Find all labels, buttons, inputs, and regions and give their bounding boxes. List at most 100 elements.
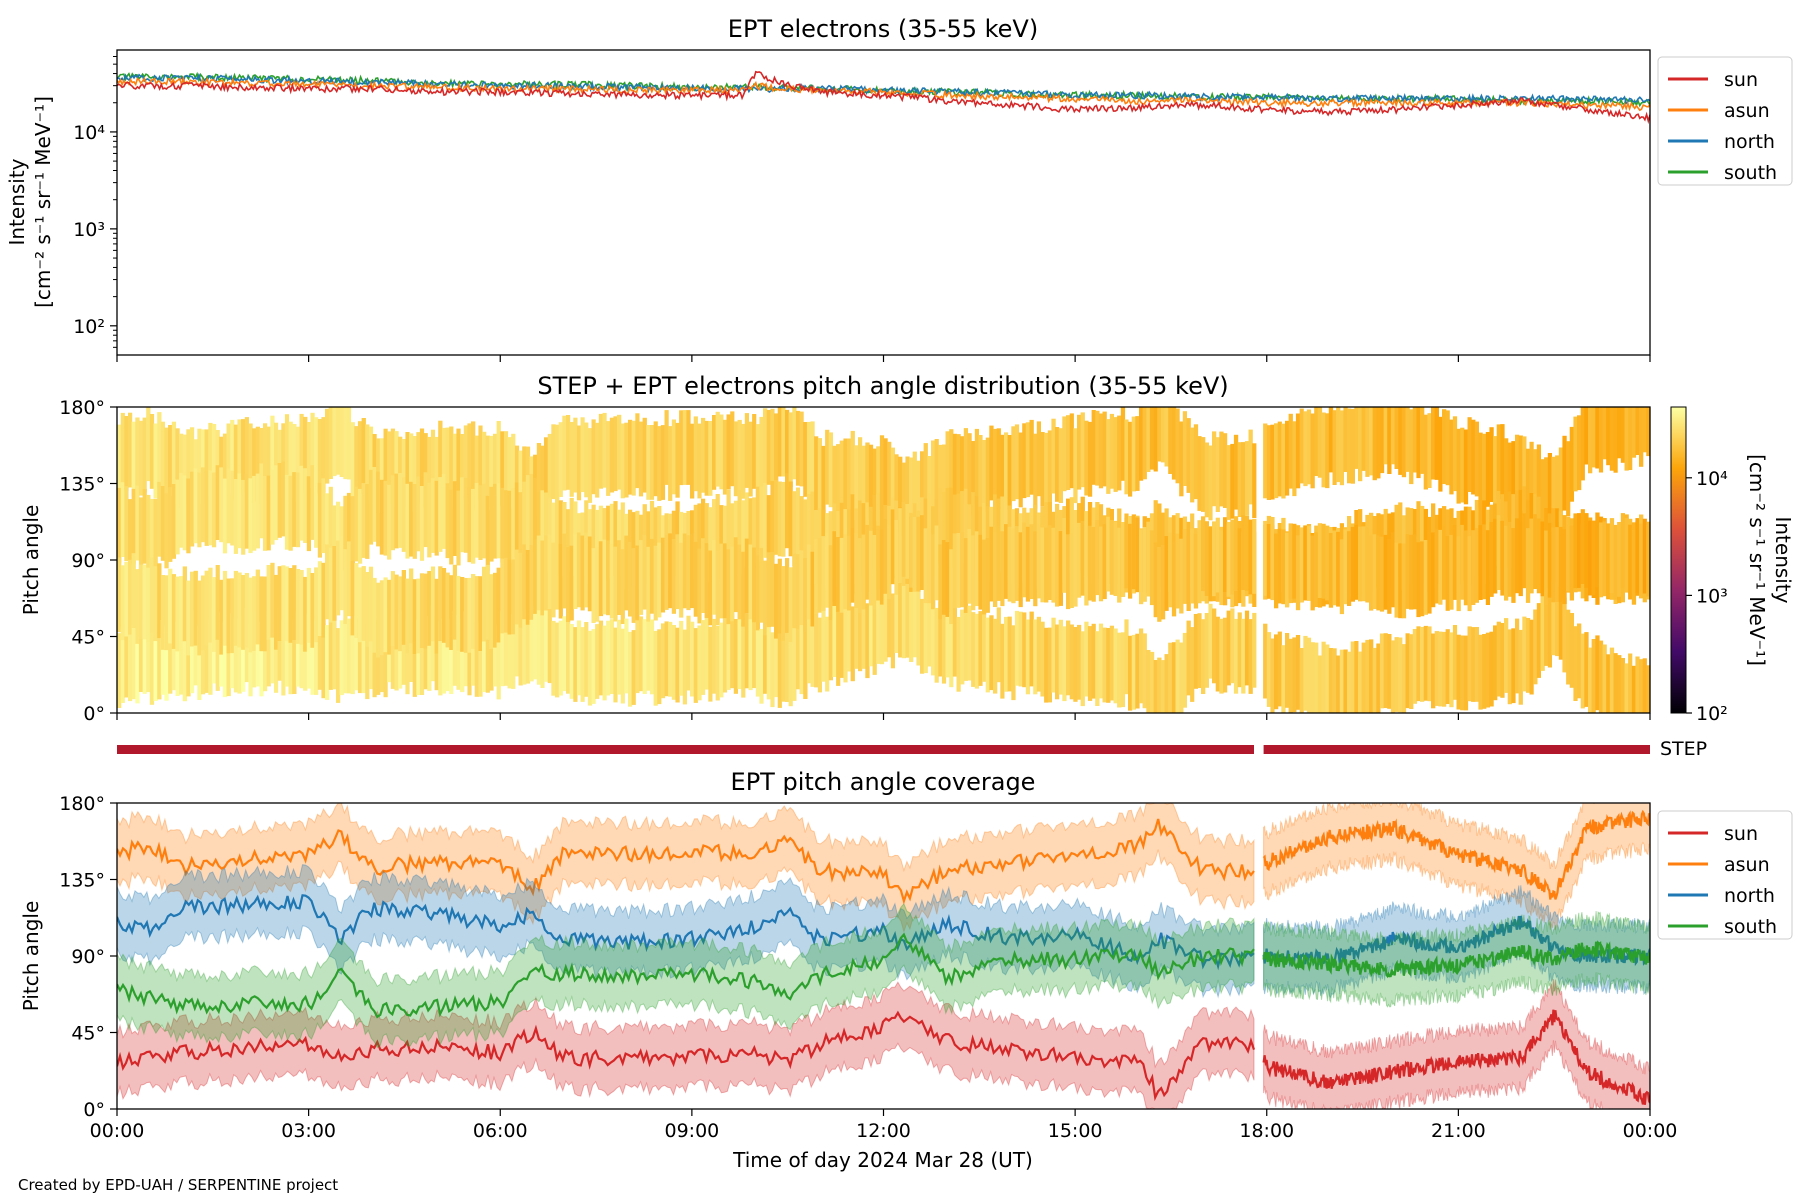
pad-cell-south [1142, 527, 1147, 602]
pad-cell-south [328, 547, 333, 623]
pad-cell-south [682, 533, 687, 609]
pad-cell-sun [1029, 611, 1034, 687]
pad-cell-south [230, 578, 235, 654]
pad-cell-south [120, 565, 125, 641]
pad-cell-asun [1215, 437, 1220, 512]
pad-cell-asun [595, 422, 600, 498]
pad-cell-asun [617, 414, 622, 490]
pad-cell-south [1036, 523, 1041, 599]
pad-cell-south [1007, 526, 1012, 602]
pad-cell-south [1179, 538, 1184, 614]
pad-cell-south [325, 544, 330, 620]
pad-cell-south [1372, 534, 1377, 609]
pad-cell-sun [1124, 619, 1129, 695]
pad-cell-sun [1456, 634, 1461, 710]
pad-cell-north [357, 488, 363, 564]
x-tick-label: 00:00 [90, 1120, 145, 1142]
pad-cell-sun [325, 625, 330, 700]
pad-cell-sun [503, 611, 509, 686]
pad-cell-south [1204, 521, 1209, 596]
pad-cell-sun [493, 611, 498, 687]
colorbar-label-line2: [cm⁻² s⁻¹ sr⁻¹ MeV⁻¹] [1745, 454, 1769, 666]
pad-cell-north [770, 481, 775, 556]
pad-cell-south [894, 520, 899, 595]
pad-cell-asun [128, 412, 133, 488]
pad-cell-north [474, 482, 479, 558]
pad-cell-asun [1303, 411, 1308, 487]
pad-cell-sun [1409, 634, 1414, 709]
pad-cell-north [971, 492, 976, 567]
pad-cell-asun [1452, 416, 1458, 492]
pad-cell-sun [1266, 632, 1272, 707]
legend-label-sun: sun [1724, 69, 1758, 91]
pad-cell-north [219, 467, 224, 543]
pad-cell-south [733, 537, 738, 613]
pad-cell-south [715, 550, 720, 626]
intensity-panel: EPT electrons (35-55 keV) 10² 10³ 10⁴ Inte… [5, 15, 1793, 362]
pad-cell-south [1445, 536, 1450, 611]
pad-cell-sun [566, 618, 571, 694]
pad-cell-asun [1409, 409, 1414, 485]
pad-cell-north [263, 476, 268, 551]
pad-cell-north [792, 491, 797, 566]
pad-cell-asun [810, 421, 815, 497]
pad-cell-asun [179, 433, 184, 509]
pad-cell-north [372, 467, 377, 542]
pad-cell-sun [1106, 628, 1111, 703]
pad-cell-sun [1274, 634, 1279, 710]
pad-cell-south [339, 535, 344, 611]
pad-cell-sun [1051, 617, 1056, 693]
pad-cell-asun [777, 407, 782, 477]
pad-cell-south [1551, 527, 1556, 603]
pad-cell-sun [339, 620, 344, 696]
pad-cell-asun [478, 425, 483, 501]
pad-cell-asun [584, 422, 589, 498]
pad-cell-asun [1358, 407, 1363, 482]
pad-cell-asun [124, 416, 129, 491]
pad-cell-sun [898, 582, 903, 658]
pad-cell-asun [361, 418, 366, 493]
pad-cell-sun [1463, 635, 1469, 711]
pad-cell-north [507, 490, 512, 566]
pad-cell-south [1628, 524, 1633, 600]
pad-cell-sun [854, 594, 859, 669]
pad-cell-south [967, 528, 972, 604]
pad-cell-asun [708, 421, 713, 496]
pad-cell-south [1646, 521, 1650, 597]
pad-cell-north [226, 468, 231, 544]
pad-cell-south [1482, 524, 1487, 600]
pad-cell-south [708, 550, 713, 626]
pad-cell-sun [171, 615, 176, 691]
pad-cell-sun [617, 619, 622, 695]
pad-cell-sun [1175, 639, 1180, 713]
pad-cell-asun [540, 445, 545, 521]
pad-cell-sun [1295, 635, 1301, 710]
pad-cell-asun [230, 419, 235, 495]
pad-cell-sun [580, 627, 585, 702]
pad-cell-north [281, 461, 286, 537]
legend-box [1657, 810, 1793, 940]
pad-cell-south [164, 575, 169, 651]
pad-cell-north [471, 488, 476, 564]
pad-cell-sun [255, 611, 260, 687]
pad-cell-south [540, 540, 545, 616]
pad-cell-asun [1474, 421, 1479, 497]
pad-cell-south [244, 573, 249, 648]
pad-cell-asun [733, 421, 738, 497]
pad-cell-sun [1120, 632, 1126, 708]
pad-cell-asun [357, 421, 363, 496]
pad-cell-sun [190, 618, 195, 694]
pad-cell-sun [1376, 643, 1381, 713]
pad-cell-asun [1230, 443, 1235, 519]
pad-cell-asun [825, 429, 830, 505]
pad-cell-asun [1237, 442, 1242, 517]
pad-cell-asun [1511, 441, 1516, 516]
pad-cell-asun [1460, 427, 1465, 503]
pad-cell-asun [1467, 417, 1472, 492]
pad-cell-asun [1493, 436, 1498, 511]
pad-cell-south [401, 570, 406, 645]
pad-cell-south [1069, 533, 1074, 608]
pad-cell-south [934, 525, 939, 601]
pad-cell-north [398, 473, 403, 548]
pad-cell-north [485, 495, 490, 571]
